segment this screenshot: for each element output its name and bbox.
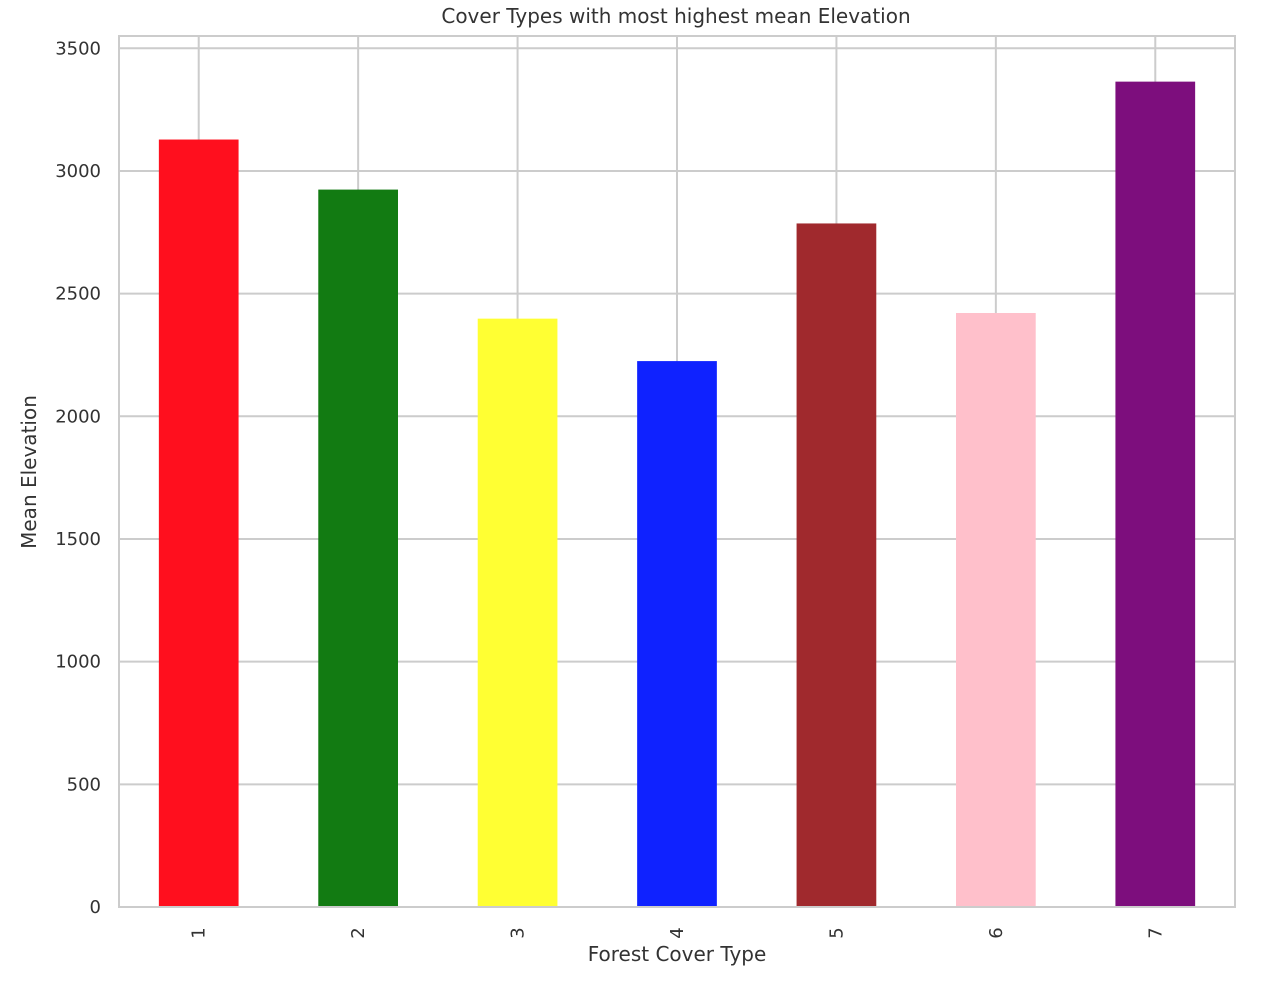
y-tick-label: 2000 (55, 406, 101, 427)
bar-cover-type-5 (796, 223, 877, 907)
x-axis-label: Forest Cover Type (588, 942, 767, 966)
y-tick-label: 500 (67, 774, 101, 795)
bar-cover-type-1 (158, 139, 239, 908)
x-tick-label: 4 (667, 927, 688, 938)
x-tick-label: 7 (1145, 927, 1166, 938)
y-tick-label: 3000 (55, 161, 101, 182)
y-tick-label: 0 (90, 897, 101, 918)
y-axis-ticks: 0 500 1000 1500 2000 2500 3000 3500 (55, 38, 101, 918)
chart-title: Cover Types with most highest mean Eleva… (441, 4, 910, 28)
y-tick-label: 2500 (55, 284, 101, 305)
x-tick-label: 1 (189, 927, 210, 938)
x-axis-ticks: 1 2 3 4 5 6 7 (189, 927, 1167, 938)
bar-cover-type-2 (318, 189, 398, 907)
x-tick-label: 3 (508, 927, 529, 938)
y-tick-label: 1000 (55, 652, 101, 673)
bar-cover-type-6 (956, 313, 1036, 907)
x-tick-label: 6 (986, 927, 1007, 938)
plot-area-frame (118, 35, 1236, 908)
bar-cover-type-4 (637, 361, 717, 907)
y-tick-label: 1500 (55, 529, 101, 550)
bar-cover-type-3 (477, 318, 558, 907)
bars (158, 81, 1196, 908)
x-tick-label: 2 (348, 927, 369, 938)
x-tick-label: 5 (826, 927, 847, 938)
y-tick-label: 3500 (55, 38, 101, 59)
bar-cover-type-7 (1115, 81, 1196, 907)
y-axis-label: Mean Elevation (17, 395, 41, 549)
